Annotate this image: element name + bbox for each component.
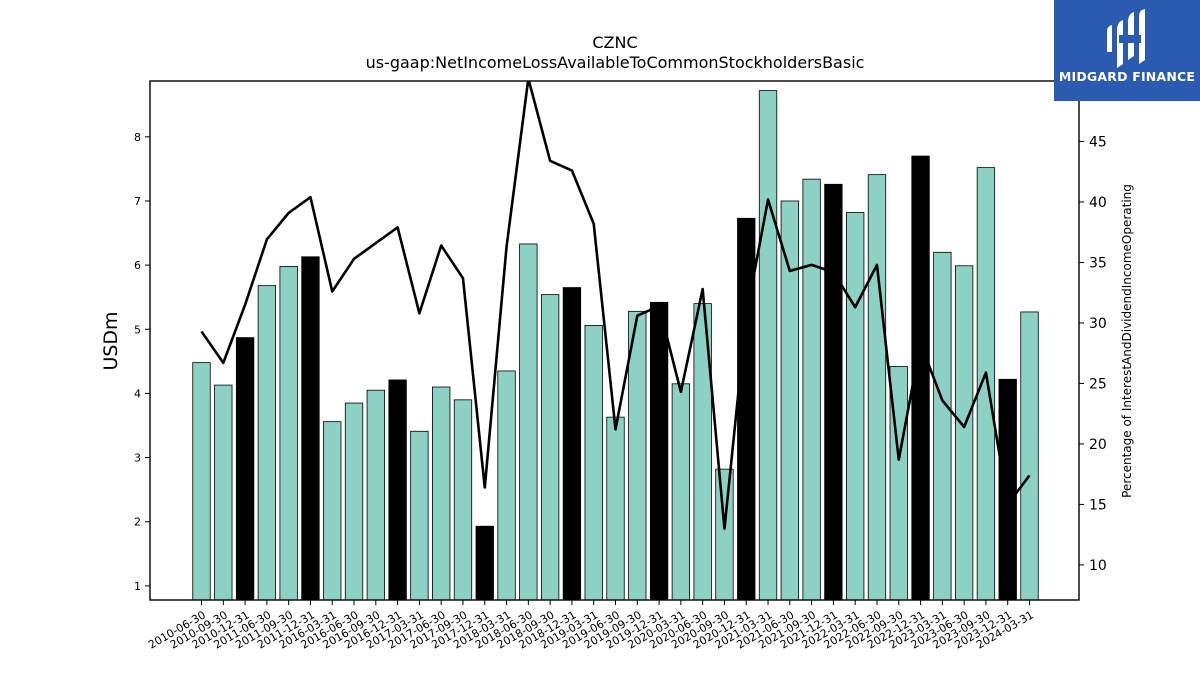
bar bbox=[540, 294, 560, 601]
bar bbox=[432, 386, 451, 601]
bar bbox=[366, 389, 385, 601]
brand-logo: MIDGARD FINANCE bbox=[1054, 0, 1200, 101]
y-tick-label: 2 bbox=[134, 516, 141, 529]
midgard-logo-icon bbox=[1107, 9, 1145, 68]
y-tick-label: 5 bbox=[134, 323, 141, 336]
line-layer bbox=[200, 81, 1031, 530]
bar bbox=[758, 90, 778, 601]
bar bbox=[671, 383, 691, 601]
bar bbox=[802, 178, 821, 601]
bar bbox=[867, 174, 887, 601]
series-line bbox=[200, 81, 1031, 530]
plot-frame bbox=[149, 80, 1080, 601]
y2-tick-label: 35 bbox=[1089, 255, 1107, 271]
bars-layer bbox=[192, 90, 1039, 601]
bar bbox=[323, 421, 342, 601]
bar bbox=[998, 378, 1017, 601]
bar bbox=[737, 217, 756, 601]
y-tick-label: 1 bbox=[134, 580, 141, 593]
y2-tick-label: 10 bbox=[1089, 558, 1107, 574]
bar bbox=[1020, 311, 1039, 601]
bar bbox=[519, 243, 538, 601]
bar bbox=[933, 251, 952, 601]
chart-subtitle: us-gaap:NetIncomeLossAvailableToCommonSt… bbox=[366, 53, 865, 72]
bar bbox=[214, 384, 233, 601]
chart-title: CZNC bbox=[592, 33, 637, 52]
bar bbox=[780, 200, 799, 601]
y2-tick-label: 30 bbox=[1089, 316, 1107, 332]
bar bbox=[846, 212, 865, 601]
bar bbox=[562, 287, 582, 601]
y-tick-label: 3 bbox=[134, 452, 141, 465]
bar bbox=[344, 402, 364, 601]
bar bbox=[279, 265, 298, 601]
y-tick-label: 8 bbox=[134, 131, 141, 144]
bar bbox=[824, 183, 843, 601]
bar bbox=[235, 337, 255, 601]
bar bbox=[453, 399, 473, 601]
bar bbox=[257, 285, 277, 601]
bar bbox=[628, 310, 647, 601]
y2-tick-label: 40 bbox=[1089, 195, 1107, 211]
bar bbox=[606, 416, 625, 601]
bar bbox=[301, 256, 320, 601]
bar bbox=[192, 362, 211, 601]
bar bbox=[954, 265, 974, 601]
bar bbox=[649, 301, 669, 601]
y2-tick-label: 15 bbox=[1089, 497, 1107, 513]
bar bbox=[475, 525, 494, 601]
y2-axis-label: Percentage of InterestAndDividendIncomeO… bbox=[1120, 184, 1134, 498]
y-tick-label: 6 bbox=[134, 259, 141, 272]
y-tick-label: 7 bbox=[134, 195, 141, 208]
bar bbox=[976, 167, 996, 601]
bar bbox=[388, 379, 407, 601]
brand-name: MIDGARD FINANCE bbox=[1058, 69, 1196, 84]
bar bbox=[497, 370, 516, 601]
bar bbox=[715, 468, 734, 601]
y-axis-label: USDm bbox=[100, 311, 122, 370]
y-tick-label: 4 bbox=[134, 387, 141, 400]
bar bbox=[410, 430, 429, 601]
axes-layer: 1234567810152025303540452010-06-302010-0… bbox=[134, 80, 1107, 652]
y2-tick-label: 45 bbox=[1089, 134, 1107, 150]
bar bbox=[584, 325, 603, 601]
y2-tick-label: 20 bbox=[1089, 437, 1107, 453]
y2-tick-label: 25 bbox=[1089, 376, 1107, 392]
